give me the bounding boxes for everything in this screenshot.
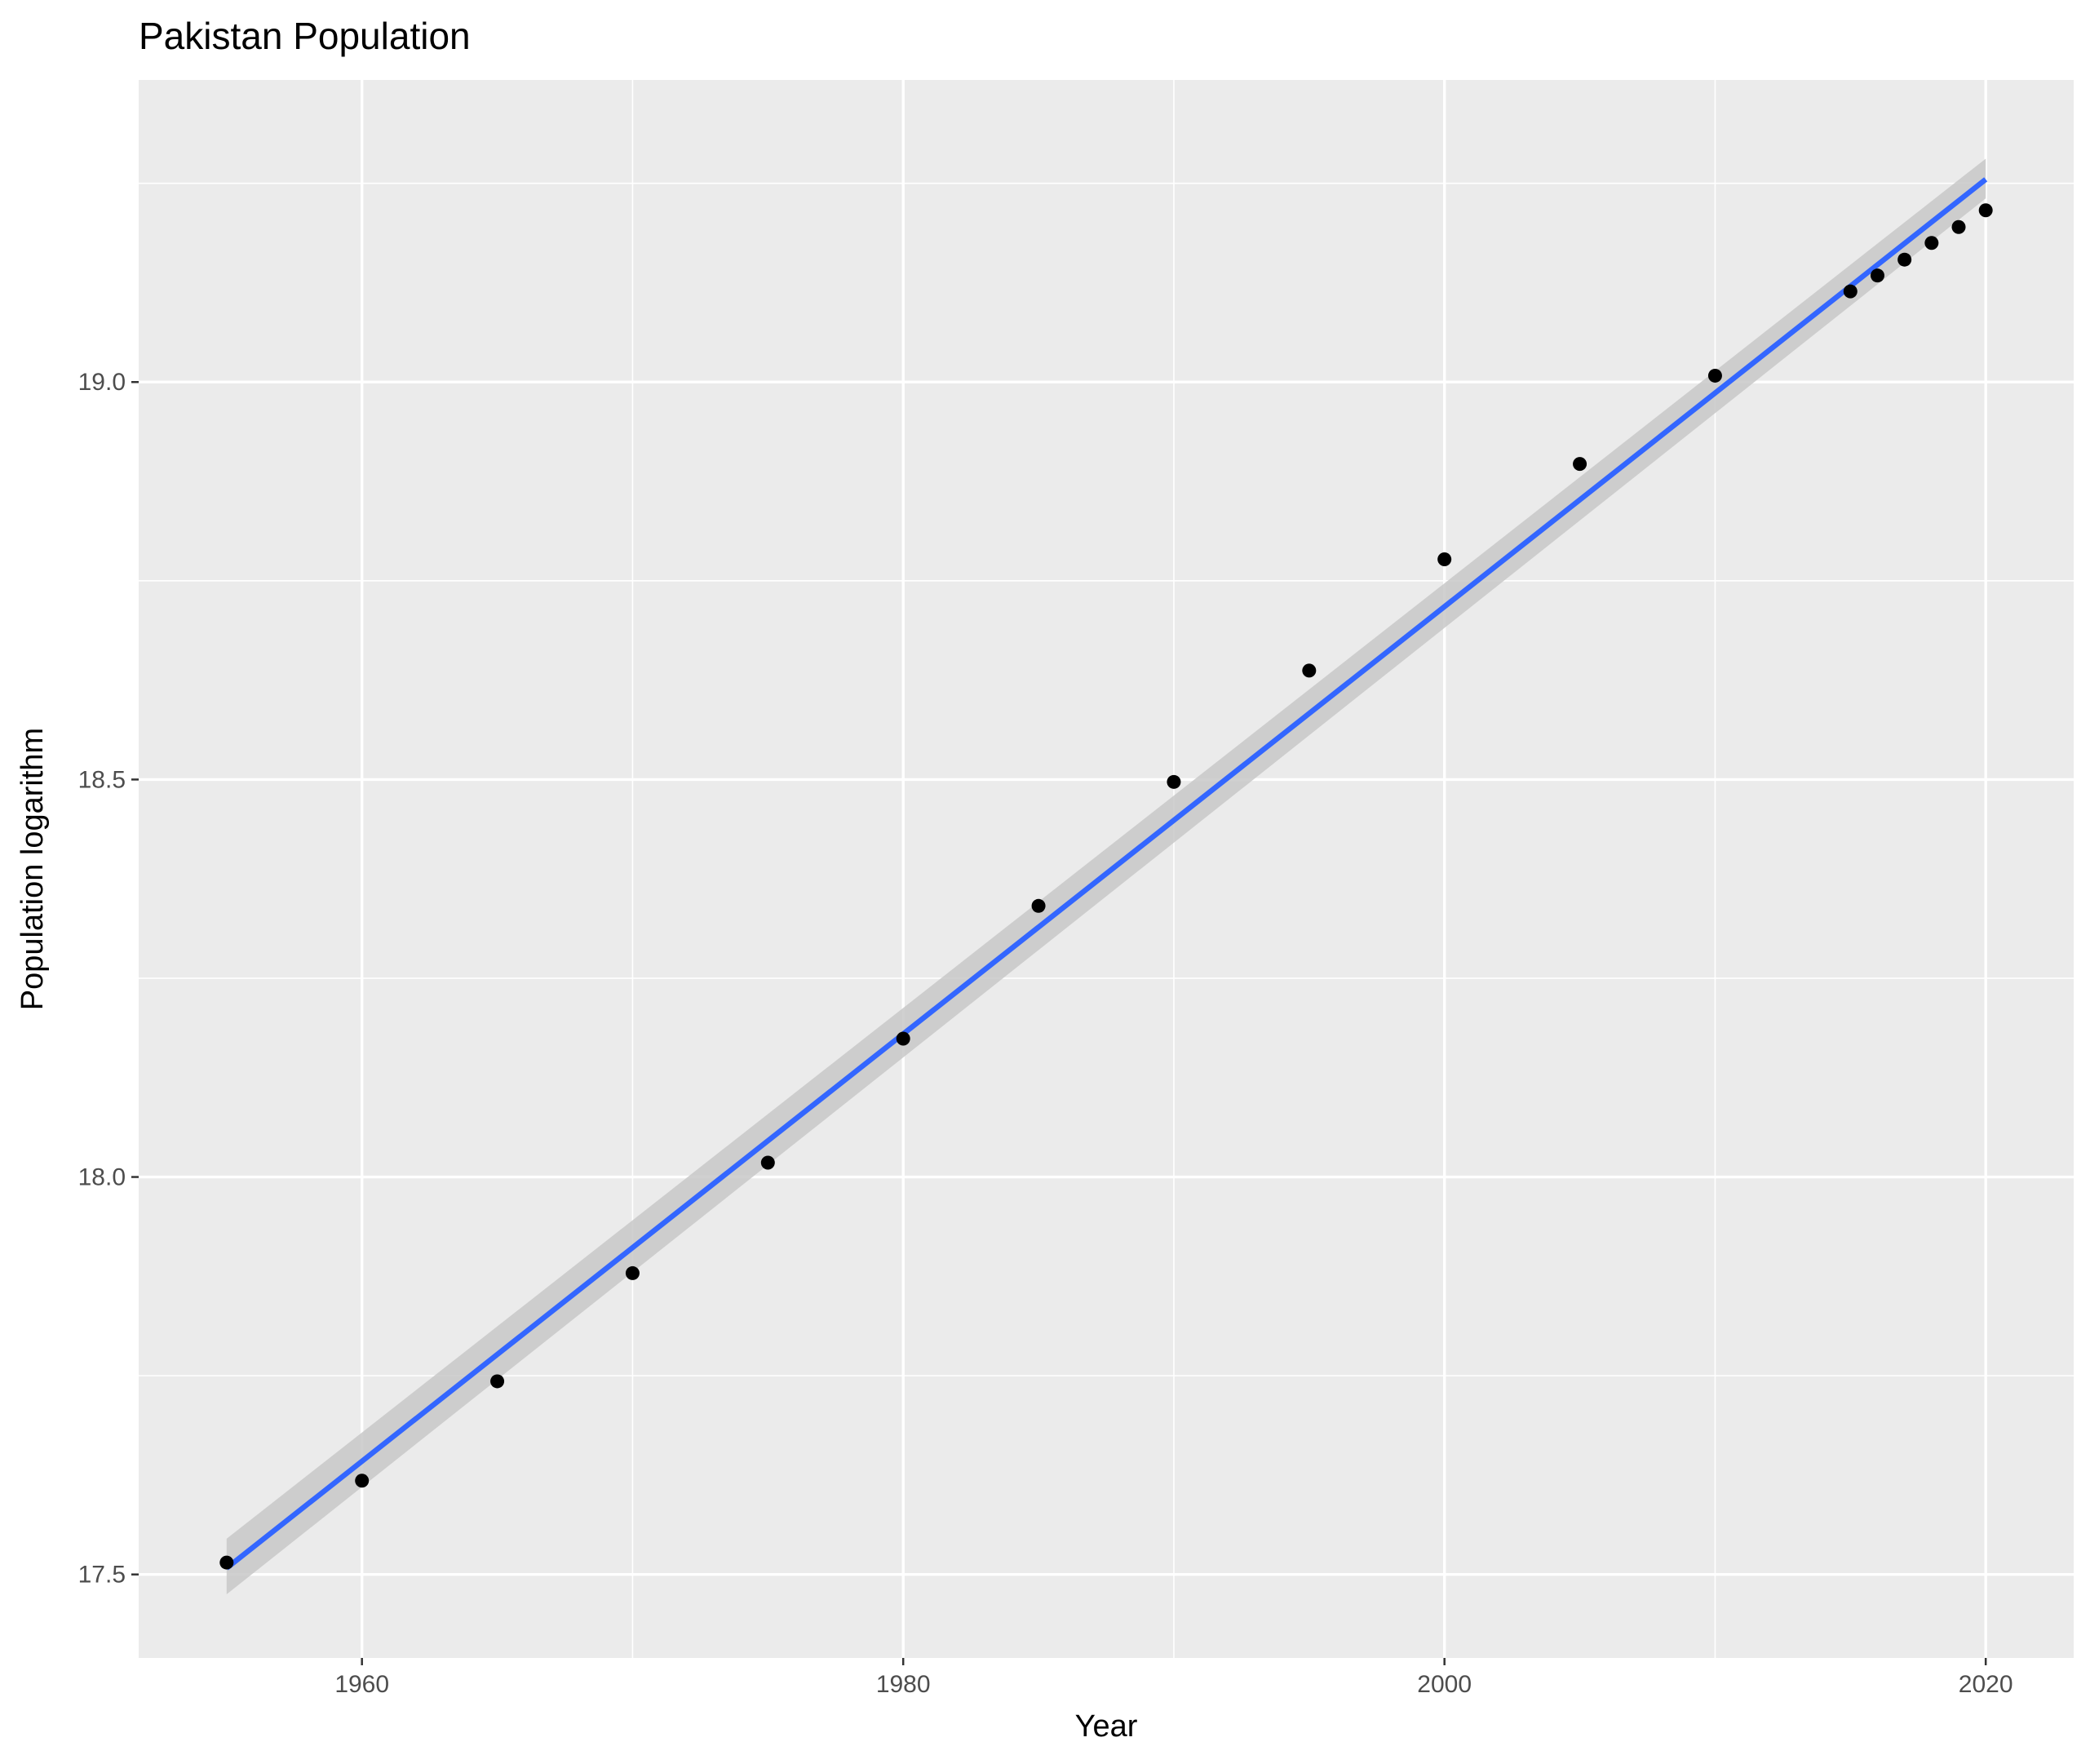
data-point: [1924, 236, 1939, 250]
data-point: [1302, 663, 1317, 678]
x-axis-title: Year: [1075, 1709, 1138, 1744]
data-point: [490, 1374, 505, 1389]
x-tick-label: 2020: [1959, 1671, 2013, 1698]
y-axis-title: Population logarithm: [15, 728, 50, 1010]
data-point: [1167, 774, 1181, 789]
data-point: [1707, 368, 1722, 383]
trend-line-layer: [224, 177, 1988, 1571]
x-tick-label: 1980: [876, 1671, 931, 1698]
data-point: [219, 1555, 234, 1570]
data-point: [1870, 268, 1884, 283]
data-point: [1897, 252, 1912, 267]
y-tick-label: 19.0: [78, 369, 126, 396]
data-point: [1031, 898, 1046, 913]
data-point: [1978, 203, 1993, 218]
y-tick-label: 18.5: [78, 766, 126, 793]
data-point: [1843, 284, 1858, 299]
data-point: [625, 1265, 640, 1280]
x-axis: 1960 1980 2000 2020: [334, 1658, 2013, 1698]
trend-line: [224, 177, 1988, 1571]
chart-title: Pakistan Population: [139, 15, 471, 57]
data-point: [1437, 552, 1452, 567]
data-point: [896, 1031, 910, 1046]
points-layer: [219, 203, 1993, 1570]
y-axis: 17.5 18.0 18.5 19.0: [78, 369, 139, 1589]
data-point: [760, 1155, 775, 1170]
grid-major: [139, 80, 2074, 1658]
data-point: [1951, 219, 1966, 234]
data-point: [355, 1474, 370, 1488]
y-tick-label: 18.0: [78, 1164, 126, 1191]
y-tick-label: 17.5: [78, 1562, 126, 1589]
data-point: [1573, 457, 1587, 472]
x-tick-label: 1960: [334, 1671, 389, 1698]
x-tick-label: 2000: [1417, 1671, 1472, 1698]
